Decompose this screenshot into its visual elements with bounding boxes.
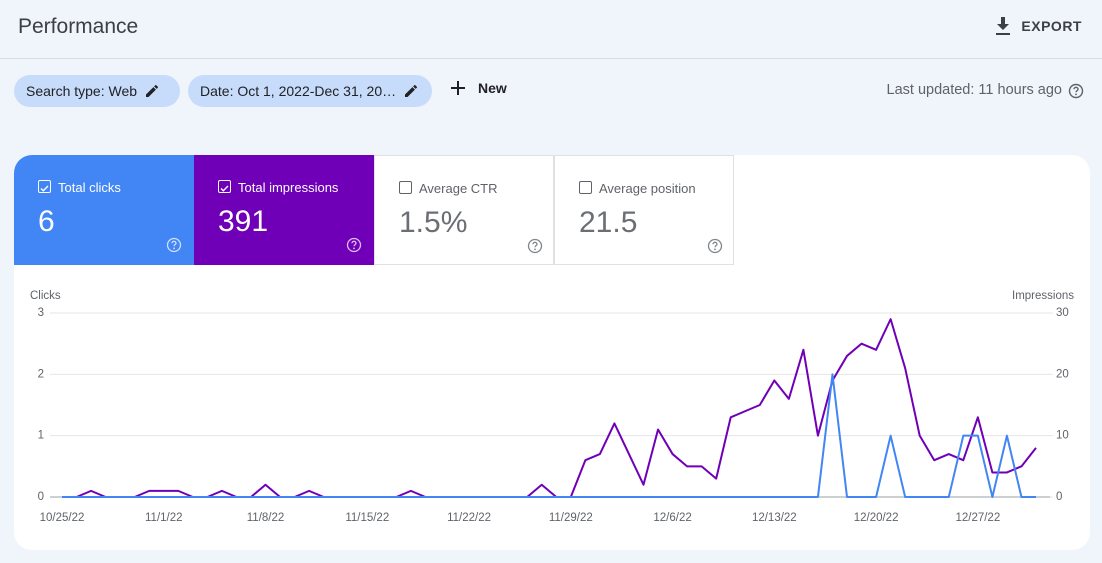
chip-label: Search type: Web xyxy=(26,83,138,99)
checkbox[interactable] xyxy=(38,180,51,193)
new-filter-button[interactable]: New xyxy=(450,80,507,96)
metric-tile[interactable]: Total clicks 6 xyxy=(14,155,194,265)
checkbox[interactable] xyxy=(579,181,592,194)
y2-tick-label: 10 xyxy=(1056,430,1069,442)
x-tick-label: 12/13/22 xyxy=(752,512,797,524)
x-tick-label: 12/6/22 xyxy=(653,512,691,524)
search-type-chip[interactable]: Search type: Web xyxy=(14,75,180,107)
x-tick-label: 11/1/22 xyxy=(145,512,183,524)
checkbox[interactable] xyxy=(218,180,231,193)
divider xyxy=(0,58,1102,59)
y2-axis-title: Impressions xyxy=(1012,290,1074,302)
series-line xyxy=(62,318,1037,498)
x-tick-label: 11/15/22 xyxy=(345,512,389,524)
x-tick-label: 12/20/22 xyxy=(854,512,899,524)
y-tick-label: 3 xyxy=(38,307,44,319)
metric-value: 391 xyxy=(218,205,269,238)
x-tick-label: 11/8/22 xyxy=(247,512,285,524)
y-axis-title: Clicks xyxy=(30,290,61,302)
checkbox[interactable] xyxy=(399,181,412,194)
download-icon xyxy=(996,17,1011,35)
x-tick-label: 11/29/22 xyxy=(549,512,593,524)
metric-tile[interactable]: Average position 21.5 xyxy=(554,155,734,265)
series-line xyxy=(62,373,1036,498)
metric-value: 6 xyxy=(38,205,55,238)
export-label: EXPORT xyxy=(1021,18,1082,34)
page-title: Performance xyxy=(18,15,139,38)
metric-tile[interactable]: Total impressions 391 xyxy=(194,155,374,265)
x-tick-label: 10/25/22 xyxy=(40,512,85,524)
check-mark xyxy=(220,185,229,192)
y2-tick-label: 0 xyxy=(1056,491,1062,503)
metric-label: Average CTR xyxy=(419,181,498,196)
metric-tile[interactable]: Average CTR 1.5% xyxy=(374,155,554,265)
y2-tick-label: 20 xyxy=(1056,368,1069,380)
check-mark xyxy=(40,185,49,192)
y-tick-label: 2 xyxy=(38,368,44,380)
x-tick-label: 11/22/22 xyxy=(447,512,491,524)
metric-label: Average position xyxy=(599,181,696,196)
help-icon[interactable] xyxy=(346,237,362,258)
help-icon[interactable] xyxy=(527,238,543,259)
last-updated: Last updated: 11 hours ago xyxy=(886,82,1062,98)
edit-icon xyxy=(405,84,418,97)
y-tick-label: 1 xyxy=(38,430,44,442)
y-tick-label: 0 xyxy=(38,491,44,503)
help-icon[interactable] xyxy=(1068,83,1084,99)
help-icon[interactable] xyxy=(707,238,723,259)
metric-value: 1.5% xyxy=(399,206,468,239)
metric-label: Total clicks xyxy=(58,180,121,195)
edit-icon xyxy=(146,84,159,97)
metric-label: Total impressions xyxy=(238,180,339,195)
x-tick-label: 12/27/22 xyxy=(955,512,1000,524)
metric-value: 21.5 xyxy=(579,206,638,239)
export-button[interactable]: EXPORT xyxy=(995,17,1082,35)
y2-tick-label: 30 xyxy=(1056,307,1069,319)
new-label: New xyxy=(478,80,507,96)
plus-icon xyxy=(451,81,465,95)
chip-label: Date: Oct 1, 2022-Dec 31, 20… xyxy=(200,83,397,99)
date-chip[interactable]: Date: Oct 1, 2022-Dec 31, 20… xyxy=(188,75,432,107)
help-icon[interactable] xyxy=(166,237,182,258)
